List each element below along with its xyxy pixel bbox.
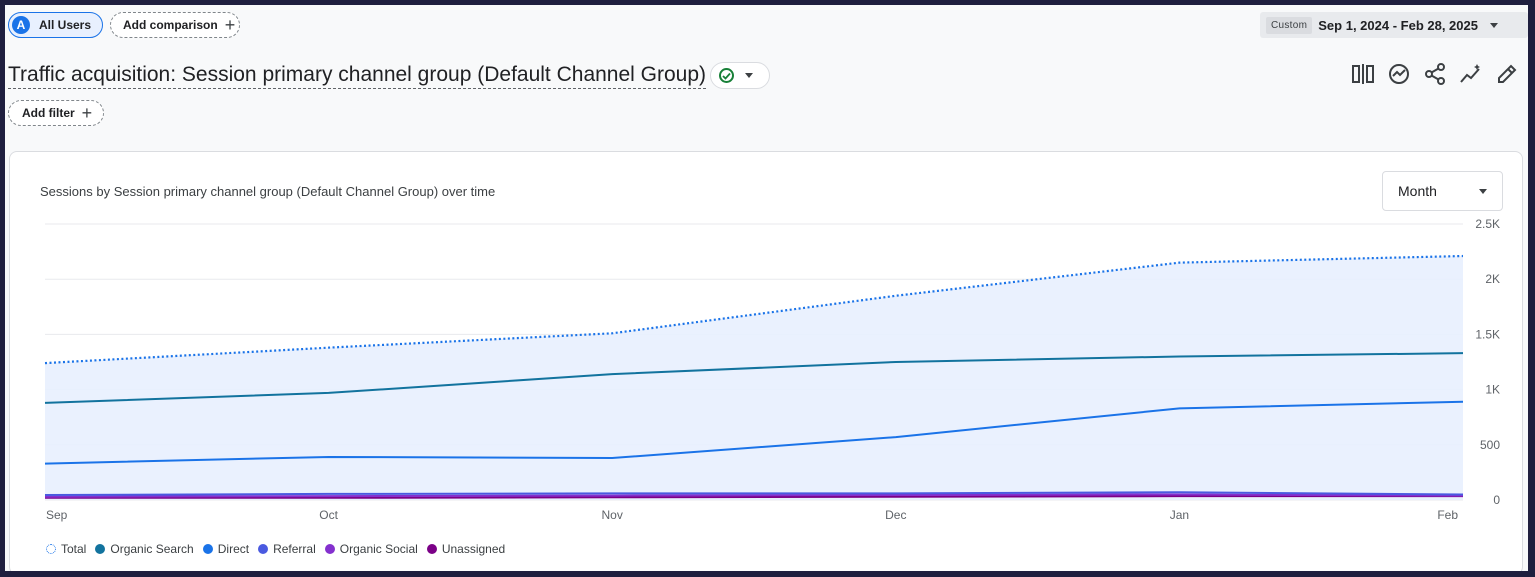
report-toolbar <box>1352 63 1518 85</box>
add-filter-label: Add filter <box>22 106 75 120</box>
legend-item[interactable]: Total <box>46 542 86 556</box>
date-range-text: Sep 1, 2024 - Feb 28, 2025 <box>1318 17 1478 33</box>
segment-label: All Users <box>39 18 92 32</box>
compare-icon[interactable] <box>1352 63 1374 85</box>
add-comparison-button[interactable]: Add comparison + <box>110 12 240 38</box>
segment-chip-all-users[interactable]: A All Users <box>8 12 103 38</box>
add-filter-button[interactable]: Add filter + <box>8 100 104 126</box>
legend-swatch <box>95 544 106 554</box>
legend-item[interactable]: Direct <box>202 542 250 556</box>
legend-swatch <box>46 544 56 554</box>
x-tick-label: Nov <box>602 508 623 522</box>
series-line-unassigned <box>45 495 1463 499</box>
insights-icon[interactable] <box>1388 63 1410 85</box>
x-tick-label: Dec <box>885 508 906 522</box>
legend-label: Total <box>61 542 87 556</box>
legend-label: Referral <box>273 542 316 556</box>
legend-label: Direct <box>217 542 250 556</box>
legend-label: Unassigned <box>441 542 506 556</box>
plus-icon: + <box>224 15 236 35</box>
top-bar: A All Users Add comparison + Custom Sep … <box>5 5 1528 45</box>
chart-legend: Total Organic Search Direct Referral Organic… <box>46 542 505 556</box>
trend-icon[interactable] <box>1460 63 1482 85</box>
share-icon[interactable] <box>1424 63 1446 85</box>
total-area-fill <box>45 256 1463 500</box>
legend-item[interactable]: Organic Search <box>95 542 194 556</box>
x-tick-label: Feb <box>1437 508 1458 522</box>
segment-avatar: A <box>12 16 30 34</box>
add-comparison-label: Add comparison <box>123 18 218 32</box>
series-line-direct <box>44 400 1464 465</box>
report-status-dropdown[interactable] <box>710 62 771 89</box>
series-line-total <box>44 254 1464 365</box>
legend-item[interactable]: Unassigned <box>426 542 506 556</box>
y-tick-label: 500 <box>1480 438 1500 452</box>
chevron-down-icon <box>1489 22 1498 28</box>
legend-label: Organic Search <box>110 542 194 556</box>
granularity-select[interactable]: Month <box>1382 171 1503 211</box>
legend-swatch <box>202 544 213 554</box>
plus-icon: + <box>81 103 93 123</box>
edit-icon[interactable] <box>1496 63 1518 85</box>
page-title[interactable]: Traffic acquisition: Session primary cha… <box>8 62 707 89</box>
legend-swatch <box>324 544 335 554</box>
chevron-down-icon <box>745 73 754 78</box>
legend-item[interactable]: Organic Social <box>324 542 418 556</box>
series-line-organic-social <box>44 493 1464 498</box>
app-frame: A All Users Add comparison + Custom Sep … <box>5 5 1528 571</box>
x-tick-label: Oct <box>319 508 338 522</box>
series-line-referral <box>44 491 1464 497</box>
y-tick-label: 1K <box>1485 383 1500 397</box>
check-circle-icon <box>719 68 735 83</box>
x-tick-label: Sep <box>46 508 68 522</box>
series-line-organic-search <box>44 352 1464 404</box>
report-title-row: Traffic acquisition: Session primary cha… <box>8 62 771 89</box>
chart-card: Sessions by Session primary channel grou… <box>9 151 1523 571</box>
chart-title: Sessions by Session primary channel grou… <box>40 184 496 199</box>
x-tick-label: Jan <box>1170 508 1189 522</box>
y-tick-label: 1.5K <box>1475 327 1500 341</box>
legend-swatch <box>426 544 437 554</box>
custom-tag: Custom <box>1266 16 1313 34</box>
y-tick-label: 0 <box>1493 493 1500 507</box>
legend-item[interactable]: Referral <box>258 542 316 556</box>
chevron-down-icon <box>1479 189 1487 194</box>
legend-label: Organic Social <box>339 542 418 556</box>
y-tick-label: 2K <box>1485 272 1500 286</box>
legend-swatch <box>258 544 269 554</box>
granularity-value: Month <box>1398 183 1437 199</box>
date-range-picker[interactable]: Custom Sep 1, 2024 - Feb 28, 2025 <box>1260 12 1528 38</box>
y-tick-label: 2.5K <box>1475 217 1500 231</box>
line-chart: 0 500 1K 1.5K 2K 2.5K Sep Oct Nov Dec Jan Feb <box>44 217 1500 522</box>
